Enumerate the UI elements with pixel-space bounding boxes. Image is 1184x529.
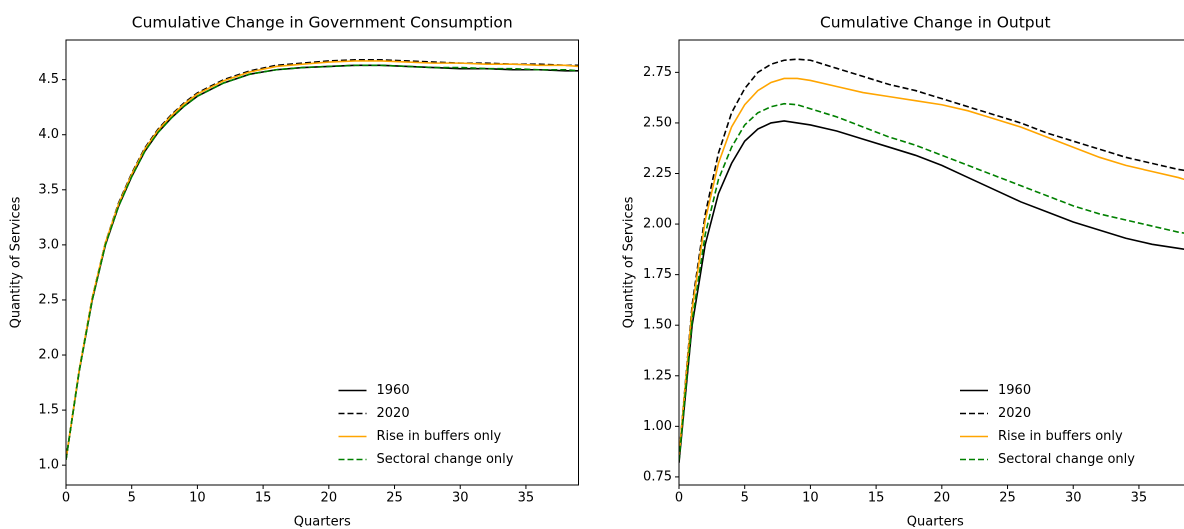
panel: Cumulative Change in Output 0 5 10 15 20 25 30 3…	[622, 14, 1184, 529]
y-tick-label: 1.5	[38, 403, 59, 418]
x-tick-label: 20	[934, 491, 951, 506]
legend-label: 1960	[377, 383, 410, 398]
plot-frame	[678, 39, 1184, 486]
y-tick-label: 2.00	[643, 217, 672, 232]
x-tick-label: 20	[321, 491, 338, 506]
y-tick-label: 2.5	[38, 292, 59, 307]
y-tick-label: 4.0	[38, 127, 59, 142]
x-tick-label: 10	[189, 491, 206, 506]
series-line	[679, 58, 1184, 457]
series-line	[66, 60, 579, 460]
x-tick-label: 30	[1065, 491, 1082, 506]
panel: Cumulative Change in Government Consumpt…	[9, 14, 579, 529]
x-tick-label: 5	[128, 491, 136, 506]
y-tick-label: 2.50	[643, 115, 672, 130]
legend-label: Rise in buffers only	[998, 429, 1123, 444]
series-line	[66, 64, 579, 460]
y-tick-label: 2.0	[38, 348, 59, 363]
y-tick-label: 3.5	[38, 182, 59, 197]
series-line	[679, 120, 1184, 463]
x-tick-label: 0	[62, 491, 70, 506]
chart-title: Cumulative Change in Government Consumpt…	[132, 14, 513, 32]
chart-title: Cumulative Change in Output	[820, 14, 1051, 32]
x-tick-label: 5	[741, 491, 749, 506]
series-line	[66, 59, 579, 460]
y-tick-label: 1.75	[643, 267, 672, 282]
y-tick-label: 1.50	[643, 318, 672, 333]
x-tick-label: 25	[999, 491, 1016, 506]
y-tick-label: 0.75	[643, 469, 672, 484]
y-tick-label: 1.00	[643, 419, 672, 434]
legend-label: 2020	[377, 406, 410, 421]
x-tick-label: 25	[386, 491, 403, 506]
x-axis-label: Quarters	[294, 515, 351, 529]
y-axis-label: Quantity of Services	[622, 196, 637, 328]
y-tick-label: 3.0	[38, 237, 59, 252]
x-axis-label: Quarters	[907, 515, 964, 529]
series-line	[679, 102, 1184, 461]
x-tick-label: 35	[1131, 491, 1148, 506]
legend-label: Rise in buffers only	[377, 429, 502, 444]
legend-label: Sectoral change only	[998, 452, 1135, 467]
y-tick-label: 1.0	[38, 458, 59, 473]
series-line	[679, 77, 1184, 457]
series-line	[66, 64, 579, 460]
x-tick-label: 0	[675, 491, 683, 506]
x-tick-label: 10	[802, 491, 819, 506]
legend-label: Sectoral change only	[377, 452, 514, 467]
y-tick-label: 2.25	[643, 166, 672, 181]
y-tick-label: 4.5	[38, 72, 59, 87]
x-tick-label: 15	[255, 491, 272, 506]
plot-frame	[65, 39, 579, 486]
legend-label: 1960	[998, 383, 1031, 398]
legend-label: 2020	[998, 406, 1031, 421]
x-tick-label: 30	[452, 491, 469, 506]
x-tick-label: 35	[518, 491, 535, 506]
y-axis-label: Quantity of Services	[9, 196, 24, 328]
y-tick-label: 1.25	[643, 368, 672, 383]
y-tick-label: 2.75	[643, 65, 672, 80]
x-tick-label: 15	[868, 491, 885, 506]
